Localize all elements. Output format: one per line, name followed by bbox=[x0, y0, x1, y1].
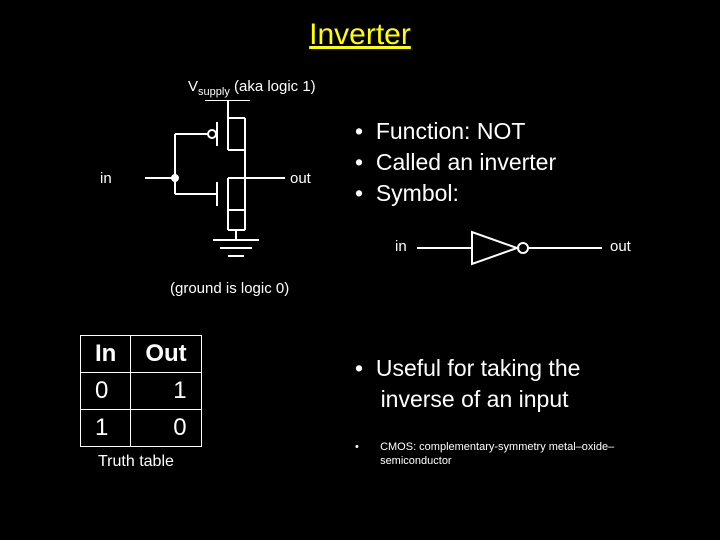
circuit-in-label: in bbox=[100, 170, 112, 187]
cmos-marker: • bbox=[355, 440, 377, 454]
table-cell: 0 bbox=[131, 410, 201, 447]
bullet-item: inverse of an input bbox=[355, 386, 580, 413]
cmos-note: • CMOS: complementary-symmetry metal–oxi… bbox=[355, 440, 685, 469]
bullet-list-main: • Function: NOT • Called an inverter • S… bbox=[355, 118, 556, 211]
vsupply-prefix: V bbox=[188, 78, 198, 95]
table-cell: 0 bbox=[81, 373, 131, 410]
table-caption: Truth table bbox=[98, 453, 202, 471]
table-row: 0 1 bbox=[81, 373, 202, 410]
table-cell: 1 bbox=[81, 410, 131, 447]
cmos-text: CMOS: complementary-symmetry metal–oxide… bbox=[380, 440, 670, 469]
inverter-symbol-svg bbox=[417, 230, 617, 270]
vsupply-label: Vsupply (aka logic 1) bbox=[188, 78, 316, 98]
table-cell: 1 bbox=[131, 373, 201, 410]
bullet-item: • Called an inverter bbox=[355, 149, 556, 176]
truth-table: In Out 0 1 1 0 Truth table bbox=[80, 335, 202, 471]
vsupply-sub: supply bbox=[198, 86, 230, 98]
ground-note: (ground is logic 0) bbox=[170, 280, 289, 297]
table-row: 1 0 bbox=[81, 410, 202, 447]
cmos-circuit-diagram bbox=[145, 100, 315, 265]
symbol-in-label: in bbox=[395, 238, 407, 255]
table-header: Out bbox=[131, 336, 201, 373]
bullet-list-useful: • Useful for taking the inverse of an in… bbox=[355, 355, 580, 417]
page-title: Inverter bbox=[0, 0, 720, 52]
bullet-item: • Symbol: bbox=[355, 180, 556, 207]
vsupply-suffix: (aka logic 1) bbox=[230, 78, 316, 95]
table-header-row: In Out bbox=[81, 336, 202, 373]
symbol-out-label: out bbox=[610, 238, 631, 255]
table-header: In bbox=[81, 336, 131, 373]
bullet-item: • Function: NOT bbox=[355, 118, 556, 145]
bullet-item: • Useful for taking the bbox=[355, 355, 580, 382]
